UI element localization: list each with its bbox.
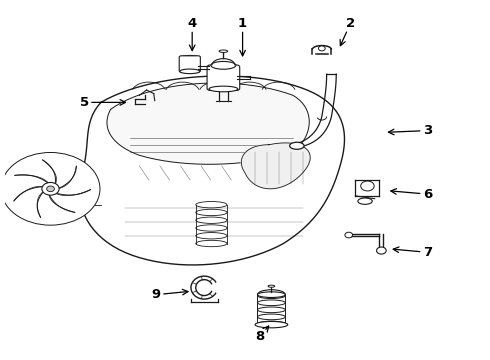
Circle shape [377, 247, 386, 254]
Polygon shape [37, 191, 44, 217]
Polygon shape [49, 194, 75, 212]
Ellipse shape [196, 225, 227, 231]
Text: 8: 8 [255, 326, 269, 343]
Polygon shape [14, 186, 44, 201]
Ellipse shape [209, 86, 238, 92]
Text: 2: 2 [340, 17, 355, 46]
Circle shape [47, 186, 54, 192]
Text: 3: 3 [389, 124, 432, 137]
FancyBboxPatch shape [179, 56, 200, 72]
Ellipse shape [257, 292, 285, 297]
Polygon shape [15, 175, 49, 184]
Ellipse shape [211, 62, 236, 69]
Text: 1: 1 [238, 17, 247, 56]
Ellipse shape [180, 55, 199, 60]
Text: 7: 7 [393, 246, 432, 259]
Text: 4: 4 [188, 17, 197, 50]
Ellipse shape [257, 321, 285, 327]
Text: 9: 9 [152, 288, 188, 301]
Circle shape [1, 153, 100, 225]
Circle shape [318, 46, 325, 51]
Ellipse shape [196, 217, 227, 224]
Ellipse shape [257, 293, 285, 298]
Ellipse shape [219, 50, 228, 53]
Polygon shape [241, 143, 310, 189]
Text: 6: 6 [391, 188, 432, 201]
Ellipse shape [257, 314, 285, 320]
Ellipse shape [257, 300, 285, 306]
Polygon shape [79, 76, 344, 265]
Text: 5: 5 [80, 96, 125, 109]
Polygon shape [43, 160, 56, 185]
Polygon shape [55, 190, 91, 195]
Polygon shape [107, 83, 309, 164]
Ellipse shape [255, 321, 288, 328]
Ellipse shape [290, 142, 304, 149]
Ellipse shape [268, 285, 275, 287]
Ellipse shape [196, 233, 227, 239]
Ellipse shape [257, 307, 285, 312]
FancyBboxPatch shape [207, 65, 240, 90]
Ellipse shape [180, 69, 200, 74]
Circle shape [42, 183, 59, 195]
Circle shape [361, 181, 374, 191]
Ellipse shape [358, 198, 372, 204]
Ellipse shape [196, 240, 227, 247]
Ellipse shape [196, 202, 227, 208]
Ellipse shape [196, 209, 227, 216]
Circle shape [345, 232, 353, 238]
Polygon shape [58, 166, 76, 189]
